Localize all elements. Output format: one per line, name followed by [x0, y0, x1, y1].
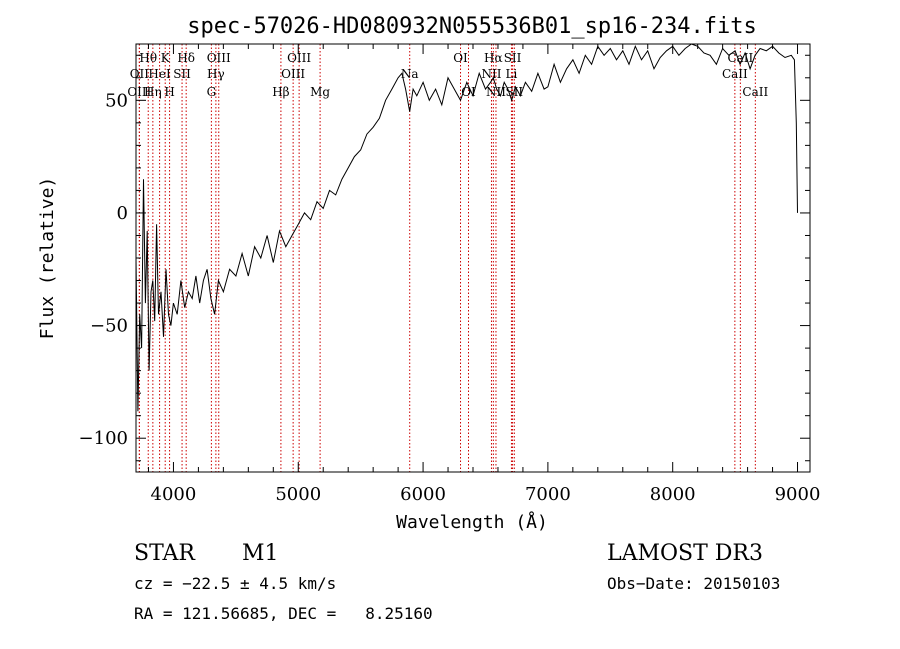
coordinates: RA = 121.56685, DEC = 8.25160 [134, 604, 433, 623]
line-marker-label: CaII [727, 51, 753, 65]
line-marker-labels: Hθ OII OIII K HeI Hη Hδ SII H OIII Hγ G OIII OIII Hβ Mg… [127, 51, 768, 99]
line-marker-label: HeI [148, 67, 171, 81]
line-marker-label: SII [504, 51, 522, 65]
y-axis: −100 −50 0 50 [79, 54, 810, 462]
line-marker-label: OII [130, 67, 150, 81]
series-line [135, 43, 798, 412]
line-marker-label: Mg [310, 85, 330, 99]
line-marker-label: OIII [287, 51, 311, 65]
line-marker-label: Li [506, 67, 518, 81]
line-marker-label: Na [401, 67, 419, 81]
line-marker-label: OI [453, 51, 468, 65]
y-axis-label: Flux (relative) [37, 177, 58, 340]
object-subclass: M1 [242, 541, 279, 566]
line-marker-label: OIII [281, 67, 305, 81]
line-markers [138, 44, 756, 472]
line-marker-label: G [207, 85, 217, 99]
line-marker-label: Hα [484, 51, 503, 65]
line-marker-label: CaII [742, 85, 768, 99]
line-marker-label: OIII [127, 85, 151, 99]
line-marker-label: OIII [207, 51, 231, 65]
line-marker-label: K [161, 51, 171, 65]
y-tick-label: 0 [117, 203, 128, 224]
observation-date: Obs−Date: 20150103 [607, 574, 780, 593]
line-marker-label: SII [173, 67, 191, 81]
line-marker-label: CaII [722, 67, 748, 81]
y-tick-label: −100 [79, 428, 128, 449]
x-axis-label: Wavelength (Å) [396, 511, 548, 533]
line-marker-label: NII [486, 85, 506, 99]
line-marker-label: NII [481, 67, 501, 81]
line-marker-label: Hδ [177, 51, 195, 65]
chart-title: spec-57026-HD080932N055536B01_sp16-234.f… [187, 14, 757, 39]
x-tick-label: 9000 [775, 484, 821, 505]
line-marker-label: Hβ [272, 85, 289, 99]
x-axis: 4000 5000 6000 7000 8000 9000 [147, 44, 821, 505]
line-marker-label: Hγ [207, 67, 225, 81]
x-tick-label: 8000 [650, 484, 696, 505]
object-class: STAR [134, 541, 196, 566]
y-tick-label: −50 [90, 316, 128, 337]
line-marker-label: Hθ [139, 51, 157, 65]
line-marker-label: Hη [144, 85, 162, 99]
x-tick-label: 6000 [400, 484, 446, 505]
x-tick-label: 7000 [525, 484, 571, 505]
plot-frame [135, 43, 811, 473]
redshift-cz: cz = −22.5 ± 4.5 km/s [134, 574, 336, 593]
x-tick-label: 4000 [151, 484, 197, 505]
line-marker-label: H [164, 85, 174, 99]
x-tick-label: 5000 [275, 484, 321, 505]
y-tick-label: 50 [105, 90, 128, 111]
survey-name: LAMOST DR3 [607, 541, 763, 566]
